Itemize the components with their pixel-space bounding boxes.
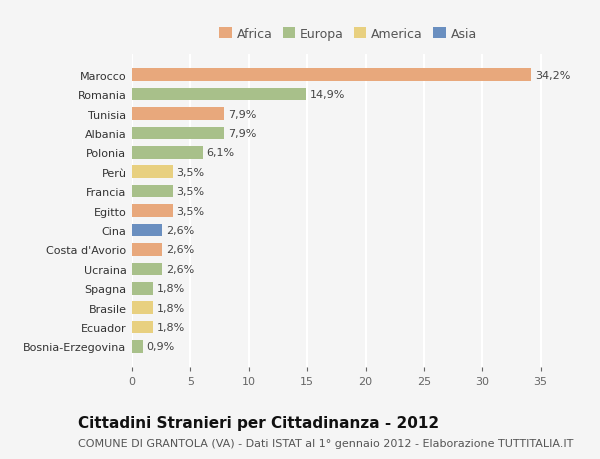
Text: 1,8%: 1,8%	[157, 284, 185, 294]
Text: Cittadini Stranieri per Cittadinanza - 2012: Cittadini Stranieri per Cittadinanza - 2…	[78, 415, 439, 431]
Bar	[132, 263, 163, 275]
Text: COMUNE DI GRANTOLA (VA) - Dati ISTAT al 1° gennaio 2012 - Elaborazione TUTTITALI: COMUNE DI GRANTOLA (VA) - Dati ISTAT al …	[78, 438, 574, 448]
Text: 0,9%: 0,9%	[146, 342, 174, 352]
Text: 1,8%: 1,8%	[157, 322, 185, 332]
Bar	[132, 185, 173, 198]
Bar	[132, 224, 163, 237]
Bar	[132, 302, 153, 314]
Text: 1,8%: 1,8%	[157, 303, 185, 313]
Bar	[132, 89, 306, 101]
Bar	[132, 166, 173, 179]
Legend: Africa, Europa, America, Asia: Africa, Europa, America, Asia	[215, 24, 481, 45]
Bar	[132, 341, 143, 353]
Text: 2,6%: 2,6%	[166, 225, 194, 235]
Bar	[132, 321, 153, 334]
Text: 7,9%: 7,9%	[228, 129, 256, 139]
Text: 3,5%: 3,5%	[176, 187, 205, 197]
Bar	[132, 69, 532, 82]
Text: 7,9%: 7,9%	[228, 109, 256, 119]
Bar	[132, 244, 163, 256]
Bar	[132, 205, 173, 218]
Text: 3,5%: 3,5%	[176, 206, 205, 216]
Text: 2,6%: 2,6%	[166, 245, 194, 255]
Bar	[132, 282, 153, 295]
Bar	[132, 127, 224, 140]
Text: 2,6%: 2,6%	[166, 264, 194, 274]
Text: 34,2%: 34,2%	[535, 71, 570, 80]
Text: 6,1%: 6,1%	[207, 148, 235, 158]
Bar	[132, 108, 224, 121]
Text: 3,5%: 3,5%	[176, 168, 205, 177]
Bar	[132, 147, 203, 159]
Text: 14,9%: 14,9%	[310, 90, 345, 100]
